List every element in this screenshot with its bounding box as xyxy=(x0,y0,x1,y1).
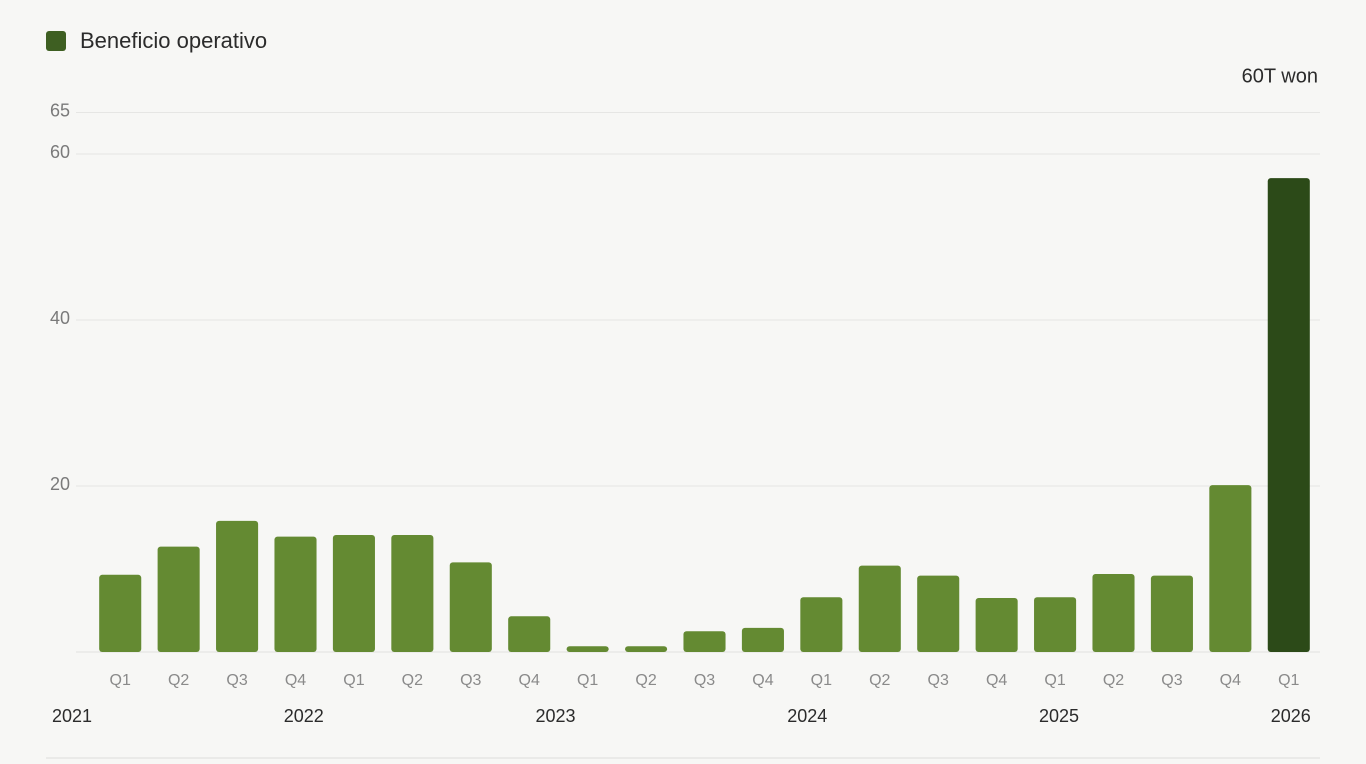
group-label: 2021 xyxy=(52,706,92,726)
x-tick-label: Q4 xyxy=(519,672,540,689)
y-tick-label: 40 xyxy=(50,308,70,328)
x-tick-label: Q4 xyxy=(1220,672,1241,689)
bar xyxy=(1209,485,1252,652)
x-tick-label: Q3 xyxy=(694,672,715,689)
bar xyxy=(99,574,142,652)
bar xyxy=(858,565,901,652)
bar xyxy=(274,536,317,652)
legend-swatch xyxy=(46,31,66,51)
x-tick-label: Q1 xyxy=(1044,672,1065,689)
bar xyxy=(1092,573,1135,652)
group-label: 2024 xyxy=(787,706,827,726)
x-tick-label: Q3 xyxy=(1161,672,1182,689)
x-tick-label: Q4 xyxy=(986,672,1007,689)
x-tick-label: Q1 xyxy=(343,672,364,689)
bar xyxy=(625,646,668,652)
bar xyxy=(1150,575,1193,652)
group-label: 2025 xyxy=(1039,706,1079,726)
x-tick-label: Q3 xyxy=(226,672,247,689)
bar xyxy=(975,598,1018,652)
bar xyxy=(216,520,259,652)
x-tick-label: Q2 xyxy=(402,672,423,689)
group-label: 2022 xyxy=(284,706,324,726)
x-tick-label: Q4 xyxy=(285,672,306,689)
bar xyxy=(391,534,434,652)
group-label: 2023 xyxy=(535,706,575,726)
y-tick-label: 65 xyxy=(50,100,70,120)
unit-label: 60T won xyxy=(1242,65,1318,87)
bar xyxy=(332,534,375,652)
x-tick-label: Q2 xyxy=(1103,672,1124,689)
group-label: 2026 xyxy=(1271,706,1311,726)
y-tick-label: 20 xyxy=(50,474,70,494)
legend-label: Beneficio operativo xyxy=(80,28,267,53)
x-tick-label: Q1 xyxy=(811,672,832,689)
bar xyxy=(566,646,609,652)
x-tick-label: Q1 xyxy=(577,672,598,689)
bar xyxy=(449,562,492,652)
bar xyxy=(741,627,784,652)
y-tick-label: 60 xyxy=(50,142,70,162)
bar xyxy=(917,575,960,652)
x-tick-label: Q2 xyxy=(869,672,890,689)
x-tick-label: Q4 xyxy=(752,672,773,689)
bar xyxy=(800,597,843,652)
bar xyxy=(683,631,726,652)
bar xyxy=(157,546,200,652)
bar xyxy=(1034,597,1077,652)
x-tick-label: Q1 xyxy=(1278,672,1299,689)
x-tick-label: Q3 xyxy=(928,672,949,689)
x-tick-label: Q1 xyxy=(110,672,131,689)
bar xyxy=(508,616,551,652)
x-tick-label: Q3 xyxy=(460,672,481,689)
x-tick-label: Q2 xyxy=(635,672,656,689)
x-tick-label: Q2 xyxy=(168,672,189,689)
bar xyxy=(1267,178,1310,652)
